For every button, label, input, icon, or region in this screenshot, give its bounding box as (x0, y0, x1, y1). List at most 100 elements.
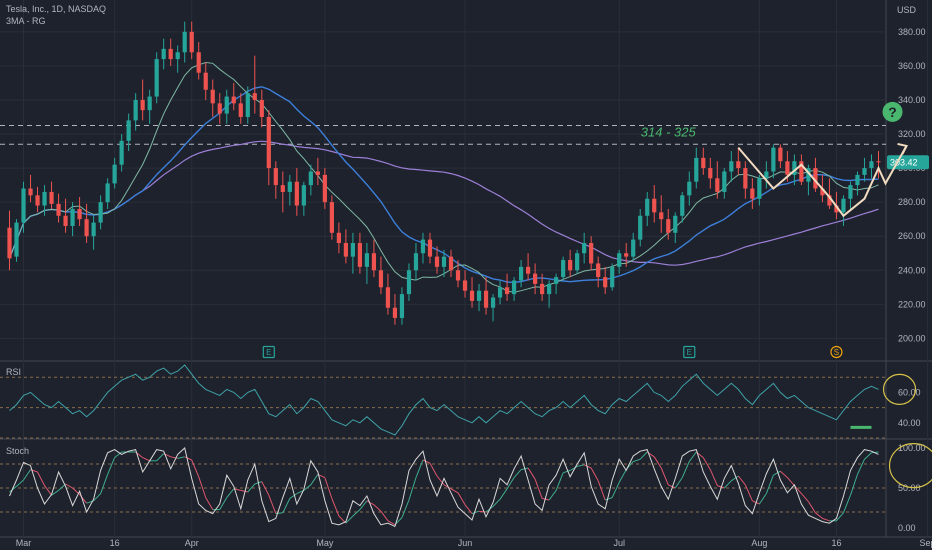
stoch-d-segment (780, 470, 788, 478)
stoch-d-segment (184, 456, 192, 461)
candle (126, 120, 131, 141)
stoch-d-segment (815, 512, 823, 519)
stoch-d-segment (660, 467, 669, 485)
stoch-d-segment (422, 459, 431, 464)
rsi-pane[interactable] (0, 364, 886, 439)
stoch-d-segment (408, 477, 417, 501)
candle (392, 307, 398, 318)
stoch-d-segment (765, 475, 774, 494)
candle (238, 103, 243, 117)
candle (42, 191, 47, 206)
stoch-d-segment (415, 459, 424, 478)
candle (834, 205, 839, 213)
candle (715, 178, 720, 192)
stoch-d-segment (534, 479, 543, 499)
stoch-d-segment (352, 509, 361, 517)
stoch-d-segment (170, 456, 178, 459)
stoch-d-segment (219, 497, 228, 510)
candle (119, 140, 124, 165)
stoch-d-segment (555, 472, 564, 491)
candle (841, 198, 846, 213)
candle (455, 270, 461, 281)
candle (575, 253, 580, 271)
earnings-marker (683, 345, 696, 359)
candle (70, 208, 75, 226)
split-marker-text: S (834, 348, 839, 357)
stoch-d-segment (471, 510, 480, 515)
stoch-pane[interactable] (0, 447, 886, 528)
time-tick-label: Sep (920, 538, 932, 548)
stoch-d-segment (156, 453, 165, 462)
candle (687, 181, 692, 196)
resistance-label: 314 - 325 (641, 125, 697, 140)
candle (21, 188, 26, 223)
price-tick-label: 200.00 (898, 333, 926, 343)
stoch-d-segment (289, 493, 298, 499)
candle (329, 202, 334, 233)
stoch-d-segment (618, 469, 627, 483)
candle (469, 290, 475, 301)
stoch-d-segment (436, 475, 445, 486)
stoch-d-segment (717, 485, 725, 489)
price-axis[interactable]: 200.00220.00240.00260.00280.00300.00320.… (887, 27, 929, 533)
candle (420, 239, 426, 254)
time-axis[interactable]: Mar 16 Apr May Jun Jul Aug 16 Sep (16, 538, 932, 548)
candle (799, 161, 804, 182)
stoch-d-segment (100, 474, 109, 494)
candle (350, 243, 355, 257)
stoch-d-segment (373, 504, 382, 512)
rsi-title[interactable]: RSI (6, 367, 22, 377)
candle (147, 96, 152, 111)
candle (203, 72, 208, 90)
price-tick-label: 360.00 (898, 61, 926, 71)
stoch-d-segment (114, 451, 122, 458)
candle (133, 99, 138, 121)
stoch-d-segment (611, 482, 620, 498)
candle (708, 168, 713, 179)
candle (84, 219, 89, 237)
stoch-d-segment (282, 498, 291, 514)
candle (511, 280, 517, 295)
stoch-d-segment (807, 501, 816, 514)
stoch-d-segment (674, 477, 683, 489)
candle (98, 202, 103, 223)
price-tick-label: 260.00 (898, 231, 926, 241)
candle (280, 185, 285, 192)
stoch-d-segment (639, 451, 648, 460)
candle (869, 161, 874, 169)
candle (56, 203, 61, 216)
stoch-d-segment (37, 471, 45, 486)
stoch-d-segment (226, 488, 235, 498)
stoch-tick-label: 100.00 (898, 443, 926, 453)
candle (441, 256, 447, 267)
stoch-d-segment (842, 495, 851, 513)
price-tick-label: 340.00 (898, 95, 926, 105)
candle (771, 147, 776, 172)
symbol-title[interactable]: Tesla, Inc., 1D, NASDAQ (6, 4, 107, 14)
candle (14, 222, 19, 257)
candle (855, 174, 860, 186)
stoch-d-segment (261, 481, 270, 496)
candle (112, 164, 117, 184)
stoch-d-segment (597, 480, 606, 501)
candle (533, 273, 538, 284)
stoch-d-segment (562, 469, 571, 474)
candle (224, 96, 229, 114)
candle (371, 253, 377, 271)
price-tick-label: 280.00 (898, 197, 926, 207)
stoch-d-segment (605, 497, 613, 501)
stoch-d-segment (429, 462, 438, 477)
candle (504, 287, 510, 295)
candle (820, 188, 825, 196)
indicator-title[interactable]: 3MA - RG (6, 16, 46, 26)
candle (413, 253, 419, 271)
candle (764, 171, 769, 179)
stoch-title[interactable]: Stoch (6, 446, 30, 456)
candle (336, 232, 341, 244)
candle (652, 198, 657, 213)
stoch-d-segment (583, 464, 592, 469)
stoch-d-segment (107, 457, 116, 475)
candle (91, 222, 96, 237)
